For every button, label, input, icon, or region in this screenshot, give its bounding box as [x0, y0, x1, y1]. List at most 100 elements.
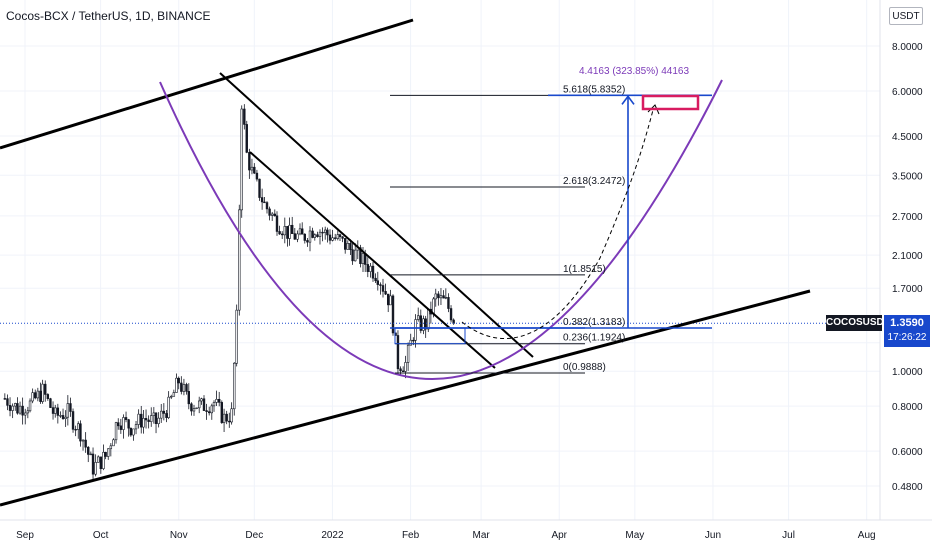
candle-body	[449, 308, 453, 321]
candle-body	[18, 405, 22, 414]
candle-body	[381, 285, 385, 292]
price-tick-label: 3.5000	[892, 171, 923, 182]
candle-body	[283, 226, 286, 236]
candle-body	[233, 362, 236, 410]
candle-body	[162, 410, 166, 414]
candle-body	[46, 394, 50, 399]
candle-body	[49, 398, 52, 408]
candle-body	[31, 392, 34, 402]
candle-body	[343, 238, 347, 250]
candle-body	[84, 439, 87, 448]
candle-body	[175, 377, 178, 393]
candle-body	[187, 391, 190, 405]
candle-body	[180, 382, 183, 392]
price-tick-label: 4.5000	[892, 132, 923, 143]
candle-body	[331, 237, 334, 241]
time-tick-label: Jul	[782, 530, 795, 541]
candle-body	[202, 398, 206, 411]
price-tick-label: 2.1000	[892, 251, 923, 262]
candle-body	[21, 405, 24, 416]
candle-body	[215, 398, 218, 403]
candle-body	[280, 233, 284, 236]
candle-body	[409, 339, 412, 346]
candle-body	[26, 410, 30, 414]
price-tick-label: 0.6000	[892, 447, 923, 458]
fib-level-label: 5.618(5.8352)	[563, 84, 625, 95]
candle-body	[308, 230, 312, 243]
drawings-layer: 5.618(5.8352) 2.618(3.2472) 1(1.8515) 0.382…	[0, 18, 880, 507]
projection-arrow-head	[621, 95, 635, 105]
candle-body	[170, 396, 173, 398]
candle-body	[270, 213, 274, 216]
candle-body	[177, 377, 180, 384]
time-tick-label: Sep	[16, 530, 34, 541]
candle-body	[288, 224, 291, 239]
time-axis[interactable]: Sep Oct Nov Dec 2022 Feb Mar Apr May Jun Jul Aug	[0, 519, 932, 541]
candle-body	[437, 293, 440, 299]
bar-countdown: 17:26:22	[887, 332, 927, 343]
candle-body	[293, 233, 296, 240]
candle-body	[34, 392, 37, 399]
candle-body	[412, 339, 415, 342]
candle-body	[386, 293, 390, 306]
candle-body	[225, 413, 228, 422]
candle-body	[245, 124, 248, 153]
candle-body	[230, 408, 233, 423]
candle-body	[195, 407, 198, 409]
candle-body	[147, 419, 150, 422]
price-axis[interactable]: 0.48000.60000.80001.00001.20001.70002.10…	[879, 0, 932, 550]
candle-body	[165, 413, 168, 418]
candle-body	[71, 411, 75, 430]
chart-title: Cocos-BCX / TetherUS, 1D, BINANCE	[6, 9, 211, 23]
currency-badge[interactable]: USDT	[889, 7, 923, 25]
price-tick-label: 1.0000	[892, 367, 923, 378]
candle-body	[384, 291, 387, 295]
candle-body	[137, 413, 140, 425]
candle-body	[238, 209, 241, 311]
candle-body	[268, 208, 271, 216]
candle-body	[401, 370, 405, 372]
candle-body	[134, 424, 138, 430]
time-tick-label: Nov	[170, 530, 188, 541]
candle-body	[140, 413, 143, 428]
candle-body	[79, 423, 82, 442]
candle-body	[185, 384, 188, 392]
projection-label: 4.4163 (323.85%) 44163	[579, 66, 690, 77]
candle-body	[396, 335, 400, 370]
candle-body	[205, 410, 208, 412]
candle-body	[306, 240, 309, 243]
candle-body	[275, 215, 279, 232]
target-zone-box	[641, 94, 700, 111]
candle-body	[353, 249, 357, 262]
candle-body	[248, 152, 251, 171]
candle-body	[442, 295, 445, 299]
candle-body	[64, 416, 67, 419]
candle-body	[212, 402, 216, 407]
candle-body	[318, 231, 322, 237]
candle-body	[346, 243, 349, 250]
candle-body	[439, 295, 443, 299]
candle-body	[326, 229, 329, 236]
candle-body	[316, 234, 319, 237]
downtrend-line-inner	[249, 151, 496, 369]
candle-body	[338, 234, 342, 238]
candle-body	[422, 318, 425, 331]
candle-body	[432, 298, 435, 315]
candle-body	[366, 264, 369, 272]
candle-body	[351, 249, 354, 262]
candle-body	[142, 418, 145, 428]
candle-body	[41, 383, 44, 402]
candle-body	[228, 420, 231, 423]
price-axis-background	[880, 0, 932, 550]
candle-body	[44, 383, 47, 395]
candle-body	[172, 392, 176, 397]
candle-body	[447, 297, 450, 309]
grid-layer	[0, 0, 880, 520]
candle-body	[107, 448, 110, 457]
price-tick-label: 8.0000	[892, 42, 923, 53]
price-tick-label: 1.7000	[892, 284, 923, 295]
candle-body	[250, 166, 254, 171]
candle-body	[167, 396, 170, 418]
